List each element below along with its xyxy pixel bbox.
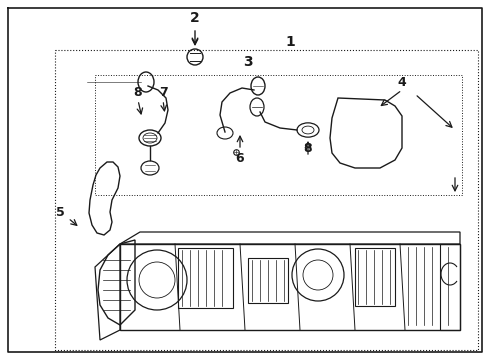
Text: 4: 4: [397, 76, 406, 89]
Text: 8: 8: [134, 86, 142, 99]
Text: 2: 2: [190, 11, 200, 25]
Text: 1: 1: [285, 35, 295, 49]
Bar: [178, 248, 233, 308]
Text: 5: 5: [56, 206, 64, 219]
Text: 3: 3: [243, 55, 253, 69]
Text: 6: 6: [236, 152, 245, 165]
Text: 7: 7: [159, 86, 168, 99]
Bar: [355, 248, 395, 306]
Bar: [248, 258, 288, 303]
Text: 8: 8: [304, 141, 312, 154]
